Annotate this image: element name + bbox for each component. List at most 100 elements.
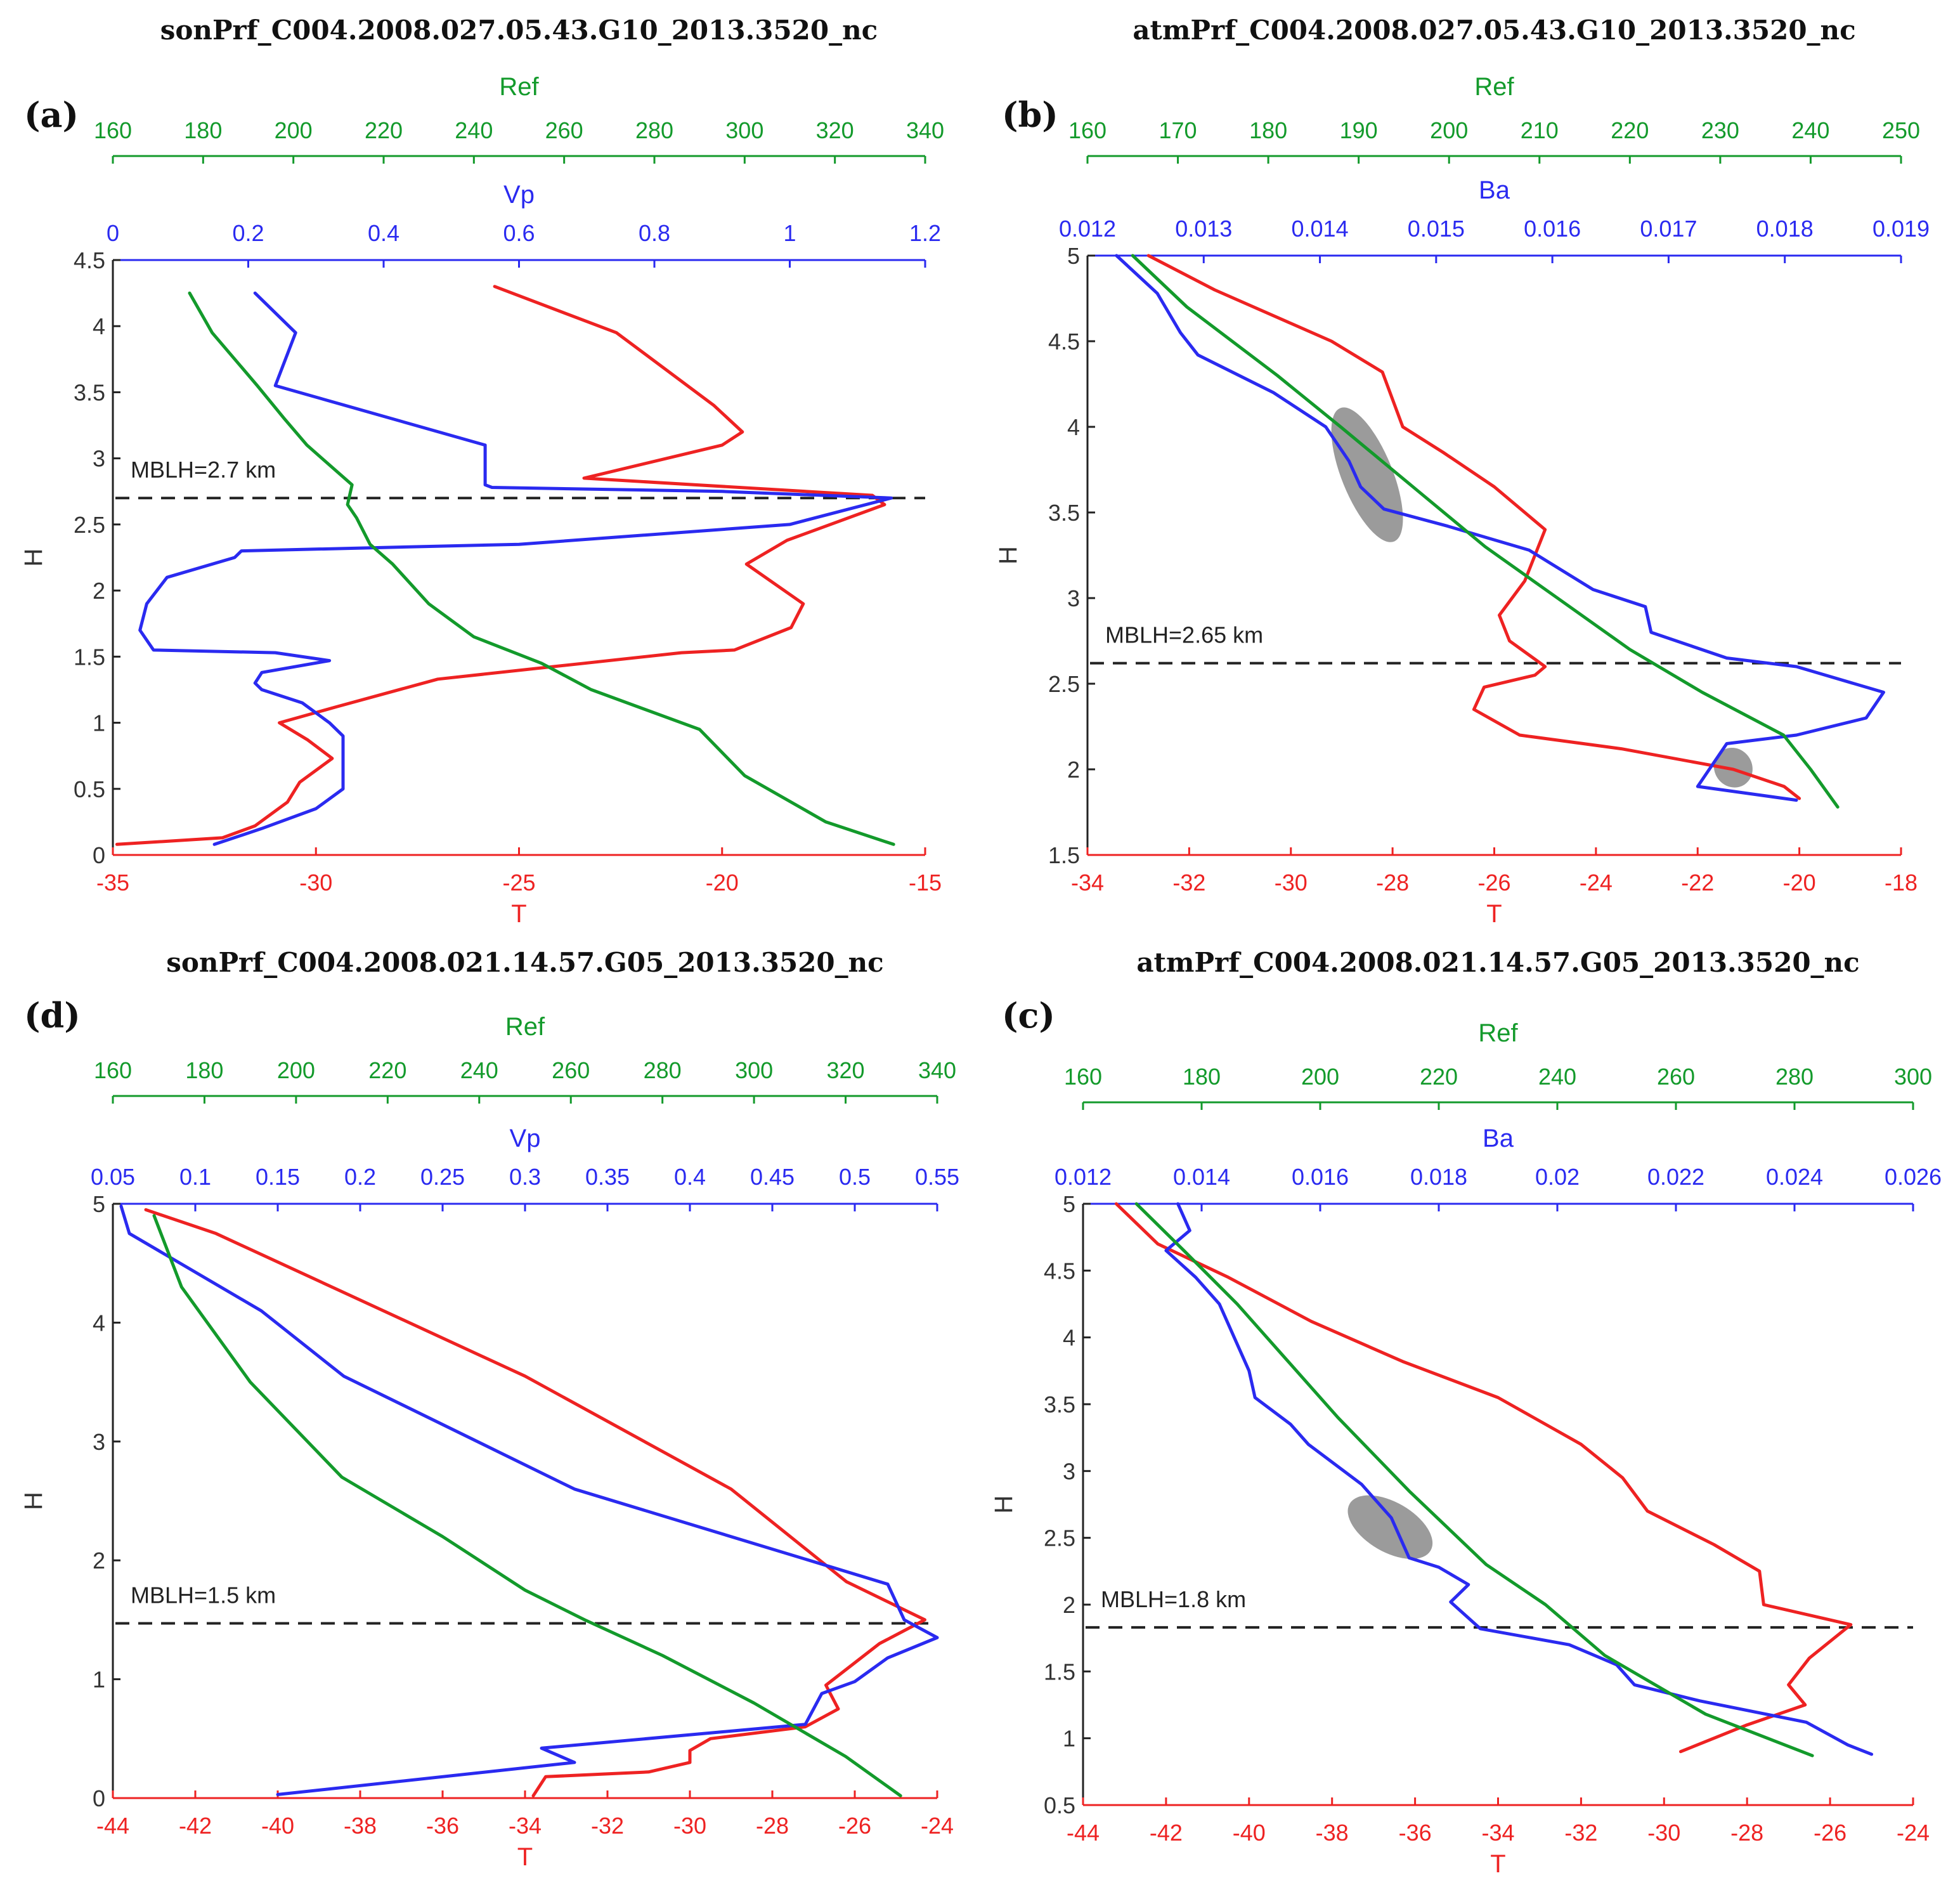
mid-tick-label: 0.014 (1173, 1164, 1230, 1190)
series-ref-line (1134, 1202, 1814, 1757)
mblh-label: MBLH=2.65 km (1105, 622, 1263, 648)
ref-tick-label: 260 (545, 117, 583, 143)
mid-tick-label: 0.018 (1410, 1164, 1467, 1190)
t-tick-label: -36 (1399, 1820, 1432, 1846)
mid-tick-label: 0.3 (509, 1164, 541, 1190)
t-tick-label: -20 (706, 870, 739, 896)
h-axis-label: H (20, 1492, 48, 1510)
ref-tick-label: 200 (1430, 117, 1468, 143)
t-tick-label: -32 (1564, 1820, 1597, 1846)
mid-axis-label: Ba (1483, 1125, 1514, 1152)
h-tick-label: 1.5 (74, 644, 105, 670)
ref-tick-label: 240 (455, 117, 493, 143)
h-tick-label: 1 (1063, 1726, 1075, 1752)
mid-tick-label: 0.45 (750, 1164, 795, 1190)
t-tick-label: -35 (96, 870, 129, 896)
mid-tick-label: 0.6 (503, 220, 535, 246)
h-axis-label: H (990, 1496, 1018, 1514)
mid-tick-label: 0.5 (839, 1164, 871, 1190)
ref-tick-label: 190 (1340, 117, 1378, 143)
mid-tick-label: 0.2 (344, 1164, 376, 1190)
h-tick-label: 3 (93, 1429, 105, 1455)
mblh-label: MBLH=2.7 km (131, 457, 276, 483)
mid-tick-label: 0.016 (1292, 1164, 1349, 1190)
h-axis-label: H (20, 549, 48, 567)
ref-tick-label: 300 (735, 1057, 773, 1083)
mid-tick-label: 0.1 (179, 1164, 211, 1190)
mid-tick-label: 0.019 (1872, 216, 1930, 242)
h-tick-label: 3 (1067, 585, 1080, 611)
ref-tick-label: 160 (94, 117, 132, 143)
t-axis-label: T (517, 1843, 533, 1871)
ref-tick-label: 170 (1159, 117, 1197, 143)
ref-tick-label: 280 (644, 1057, 682, 1083)
ref-tick-label: 260 (1657, 1064, 1695, 1090)
ref-tick-label: 220 (1420, 1064, 1458, 1090)
mid-axis-label: Ba (1479, 176, 1510, 204)
h-tick-label: 3.5 (1048, 500, 1080, 526)
mblh-label: MBLH=1.8 km (1101, 1586, 1246, 1612)
series-ref-line (188, 291, 895, 846)
ref-tick-label: 240 (1538, 1064, 1576, 1090)
t-tick-label: -44 (96, 1813, 129, 1839)
t-tick-label: -30 (673, 1813, 706, 1839)
h-tick-label: 2 (1067, 757, 1080, 783)
h-tick-label: 4 (1067, 414, 1080, 440)
series-ref-line (1131, 254, 1840, 809)
panel-label: (a) (24, 95, 79, 135)
ref-tick-label: 320 (827, 1057, 865, 1083)
ref-tick-label: 320 (816, 117, 854, 143)
t-tick-label: -24 (921, 1813, 954, 1839)
h-tick-label: 2 (1063, 1592, 1075, 1618)
panel-a: sonPrf_C004.2008.027.05.43.G10_2013.3520… (20, 15, 944, 928)
h-tick-label: 5 (1063, 1191, 1075, 1217)
h-tick-label: 1.5 (1048, 842, 1080, 868)
h-tick-label: 1.5 (1044, 1659, 1075, 1685)
ref-tick-label: 220 (365, 117, 403, 143)
t-tick-label: -24 (1897, 1820, 1930, 1846)
t-tick-label: -36 (426, 1813, 459, 1839)
ref-tick-label: 280 (1775, 1064, 1814, 1090)
panel-title: atmPrf_C004.2008.021.14.57.G05_2013.3520… (1136, 947, 1859, 978)
series-t-line (144, 1208, 926, 1797)
t-tick-label: -30 (1647, 1820, 1680, 1846)
mid-tick-label: 0.015 (1408, 216, 1465, 242)
series-ba-line (1164, 1202, 1874, 1756)
t-tick-label: -32 (591, 1813, 624, 1839)
h-tick-label: 0 (93, 1785, 105, 1811)
t-tick-label: -40 (1233, 1820, 1266, 1846)
mid-axis-label: Vp (503, 181, 535, 209)
mblh-label: MBLH=1.5 km (131, 1582, 276, 1608)
mid-tick-label: 0.012 (1055, 1164, 1112, 1190)
mid-tick-label: 1.2 (909, 220, 941, 246)
panel-d: sonPrf_C004.2008.021.14.57.G05_2013.3520… (20, 947, 959, 1871)
ref-tick-label: 200 (275, 117, 313, 143)
mid-tick-label: 0.02 (1535, 1164, 1580, 1190)
ref-tick-label: 200 (1301, 1064, 1339, 1090)
ref-tick-label: 180 (1183, 1064, 1221, 1090)
t-tick-label: -30 (299, 870, 332, 896)
h-tick-label: 0 (93, 842, 105, 868)
series-vp-line (138, 291, 893, 846)
t-tick-label: -28 (1376, 870, 1409, 896)
t-tick-label: -32 (1172, 870, 1205, 896)
highlight-ellipse (1347, 1495, 1433, 1559)
mid-tick-label: 0.2 (232, 220, 264, 246)
mid-tick-label: 0.8 (639, 220, 670, 246)
mid-tick-label: 0.012 (1059, 216, 1116, 242)
ref-axis-label: Ref (1478, 1019, 1518, 1047)
ref-tick-label: 220 (368, 1057, 406, 1083)
t-tick-label: -38 (344, 1813, 377, 1839)
t-tick-label: -28 (756, 1813, 789, 1839)
t-tick-label: -22 (1681, 870, 1714, 896)
t-tick-label: -34 (509, 1813, 542, 1839)
mid-tick-label: 0.4 (674, 1164, 706, 1190)
h-tick-label: 2 (93, 578, 105, 604)
ref-tick-label: 210 (1521, 117, 1559, 143)
panel-title: sonPrf_C004.2008.021.14.57.G05_2013.3520… (166, 947, 883, 978)
h-tick-label: 3 (1063, 1458, 1075, 1484)
mid-tick-label: 0.017 (1640, 216, 1697, 242)
mid-tick-label: 0.35 (585, 1164, 630, 1190)
t-tick-label: -34 (1481, 1820, 1514, 1846)
